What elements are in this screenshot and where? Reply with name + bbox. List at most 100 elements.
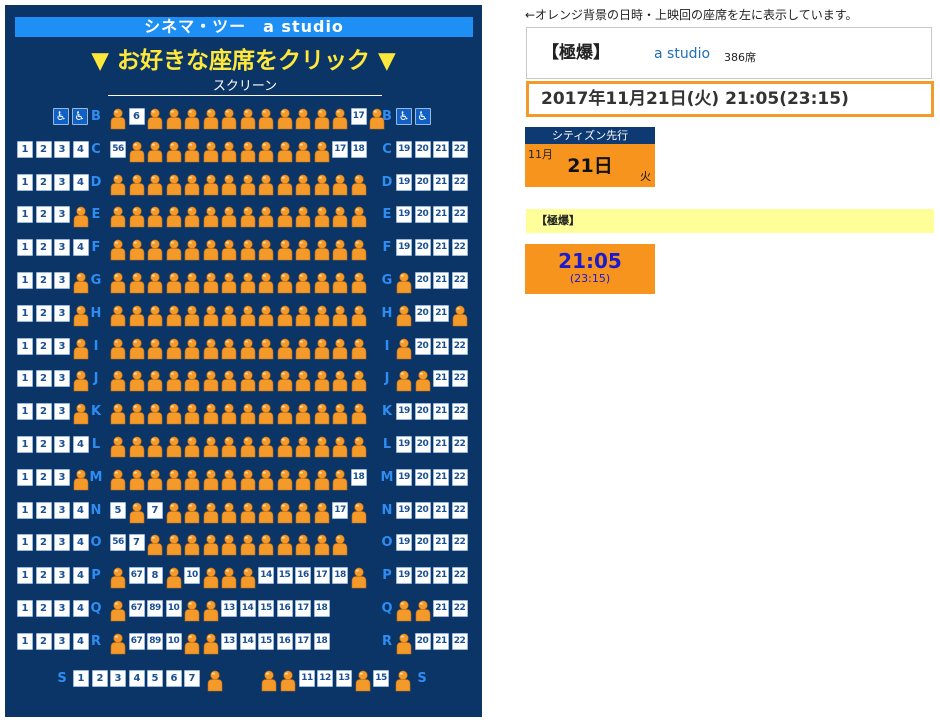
seat-taken[interactable] bbox=[166, 174, 182, 195]
seat-taken[interactable] bbox=[184, 502, 200, 523]
seat[interactable]: 20 bbox=[414, 304, 431, 322]
seat[interactable]: 20 bbox=[414, 403, 431, 421]
seat-taken[interactable] bbox=[110, 206, 126, 228]
seat[interactable]: 22 bbox=[451, 370, 468, 388]
seat-taken[interactable] bbox=[203, 370, 219, 392]
seat-taken[interactable] bbox=[396, 338, 412, 359]
seat-taken[interactable] bbox=[184, 370, 200, 392]
seat[interactable]: 15 bbox=[276, 567, 293, 585]
seat[interactable]: 3 bbox=[54, 173, 70, 191]
seat-taken[interactable] bbox=[166, 305, 182, 327]
seat-taken[interactable] bbox=[184, 239, 200, 261]
seat[interactable]: 22 bbox=[451, 436, 468, 453]
seat[interactable]: 2 bbox=[35, 632, 52, 650]
seat[interactable]: 21 bbox=[433, 534, 449, 552]
seat-taken[interactable] bbox=[332, 272, 348, 294]
seat[interactable]: 22 bbox=[451, 173, 468, 191]
seat[interactable]: 1 bbox=[17, 534, 33, 552]
seat[interactable]: 18 bbox=[350, 468, 367, 486]
seat[interactable]: 21 bbox=[433, 468, 449, 486]
seat-taken[interactable] bbox=[396, 633, 412, 655]
seat[interactable]: 67 bbox=[128, 567, 145, 585]
seat[interactable]: 17 bbox=[295, 632, 311, 650]
seat[interactable]: 3 bbox=[54, 140, 70, 158]
seat-taken[interactable] bbox=[203, 567, 219, 589]
seat-taken[interactable] bbox=[396, 305, 412, 327]
seat-taken[interactable] bbox=[277, 305, 293, 327]
seat-taken[interactable] bbox=[277, 436, 293, 458]
seat-taken[interactable] bbox=[351, 338, 367, 359]
seat-taken[interactable] bbox=[110, 469, 126, 491]
seat-taken[interactable] bbox=[314, 206, 330, 228]
seat-taken[interactable] bbox=[221, 534, 237, 556]
seat[interactable]: 13 bbox=[221, 632, 237, 650]
date-button-21[interactable]: 11月 21日 火 bbox=[525, 144, 655, 187]
seat[interactable]: 19 bbox=[396, 468, 412, 486]
seat-taken[interactable] bbox=[203, 174, 219, 195]
seat-taken[interactable] bbox=[129, 239, 145, 261]
seat[interactable]: 1 bbox=[17, 337, 33, 355]
seat-taken[interactable] bbox=[240, 272, 256, 294]
seat-taken[interactable] bbox=[166, 370, 182, 392]
seat[interactable]: 2 bbox=[35, 436, 52, 453]
seat-taken[interactable] bbox=[110, 108, 126, 130]
seat[interactable]: 21 bbox=[433, 567, 449, 585]
seat-taken[interactable] bbox=[351, 239, 367, 261]
seat[interactable]: 17 bbox=[295, 600, 311, 617]
seat[interactable]: 3 bbox=[54, 567, 70, 585]
seat-taken[interactable] bbox=[203, 436, 219, 458]
seat[interactable]: 1 bbox=[17, 206, 33, 224]
seat-taken[interactable] bbox=[203, 108, 219, 130]
seat-taken[interactable] bbox=[240, 239, 256, 261]
seat-taken[interactable] bbox=[258, 403, 274, 425]
seat-taken[interactable] bbox=[129, 305, 145, 327]
seat[interactable]: 5 bbox=[147, 669, 163, 687]
seat-taken[interactable] bbox=[166, 338, 182, 359]
seat[interactable]: 20 bbox=[414, 337, 431, 355]
seat[interactable]: 17 bbox=[313, 567, 330, 585]
seat-taken[interactable] bbox=[147, 534, 163, 556]
seat[interactable]: 2 bbox=[35, 534, 52, 552]
seat[interactable]: 15 bbox=[373, 669, 389, 687]
seat-taken[interactable] bbox=[184, 272, 200, 294]
seat[interactable]: 22 bbox=[451, 272, 468, 289]
seat-taken[interactable] bbox=[277, 403, 293, 425]
seat-taken[interactable] bbox=[295, 174, 311, 195]
seat-taken[interactable] bbox=[240, 174, 256, 195]
seat-taken[interactable] bbox=[221, 502, 237, 523]
seat[interactable]: 19 bbox=[396, 239, 412, 257]
seat-taken[interactable] bbox=[147, 305, 163, 327]
seat-taken[interactable] bbox=[147, 141, 163, 163]
seat-taken[interactable] bbox=[221, 206, 237, 228]
seat[interactable]: 20 bbox=[414, 206, 431, 224]
seat[interactable]: 3 bbox=[54, 632, 70, 650]
seat[interactable]: 16 bbox=[276, 600, 293, 617]
seat-taken[interactable] bbox=[110, 370, 126, 392]
seat-taken[interactable] bbox=[184, 305, 200, 327]
seat-taken[interactable] bbox=[129, 174, 145, 195]
seat-taken[interactable] bbox=[129, 436, 145, 458]
seat[interactable]: 22 bbox=[451, 632, 468, 650]
seat[interactable]: 4 bbox=[72, 501, 89, 519]
seat-taken[interactable] bbox=[295, 141, 311, 163]
seat-taken[interactable] bbox=[73, 370, 89, 392]
seat-taken[interactable] bbox=[110, 272, 126, 294]
seat-taken[interactable] bbox=[240, 305, 256, 327]
seat[interactable]: 4 bbox=[72, 239, 89, 257]
seat-taken[interactable] bbox=[73, 403, 89, 425]
seat-taken[interactable] bbox=[277, 338, 293, 359]
seat[interactable]: 16 bbox=[295, 567, 311, 585]
seat[interactable]: 18 bbox=[332, 567, 348, 585]
seat-taken[interactable] bbox=[314, 403, 330, 425]
seat-taken[interactable] bbox=[295, 403, 311, 425]
seat[interactable]: 3 bbox=[54, 436, 70, 453]
seat[interactable]: 15 bbox=[258, 600, 274, 617]
seat[interactable]: 6 bbox=[166, 669, 182, 687]
seat-taken[interactable] bbox=[221, 272, 237, 294]
seat-taken[interactable] bbox=[110, 239, 126, 261]
seat[interactable]: 14 bbox=[239, 632, 256, 650]
seat[interactable]: 4 bbox=[72, 436, 89, 453]
seat[interactable]: 2 bbox=[35, 600, 52, 617]
seat[interactable]: 21 bbox=[433, 272, 449, 289]
seat-taken[interactable] bbox=[147, 469, 163, 491]
